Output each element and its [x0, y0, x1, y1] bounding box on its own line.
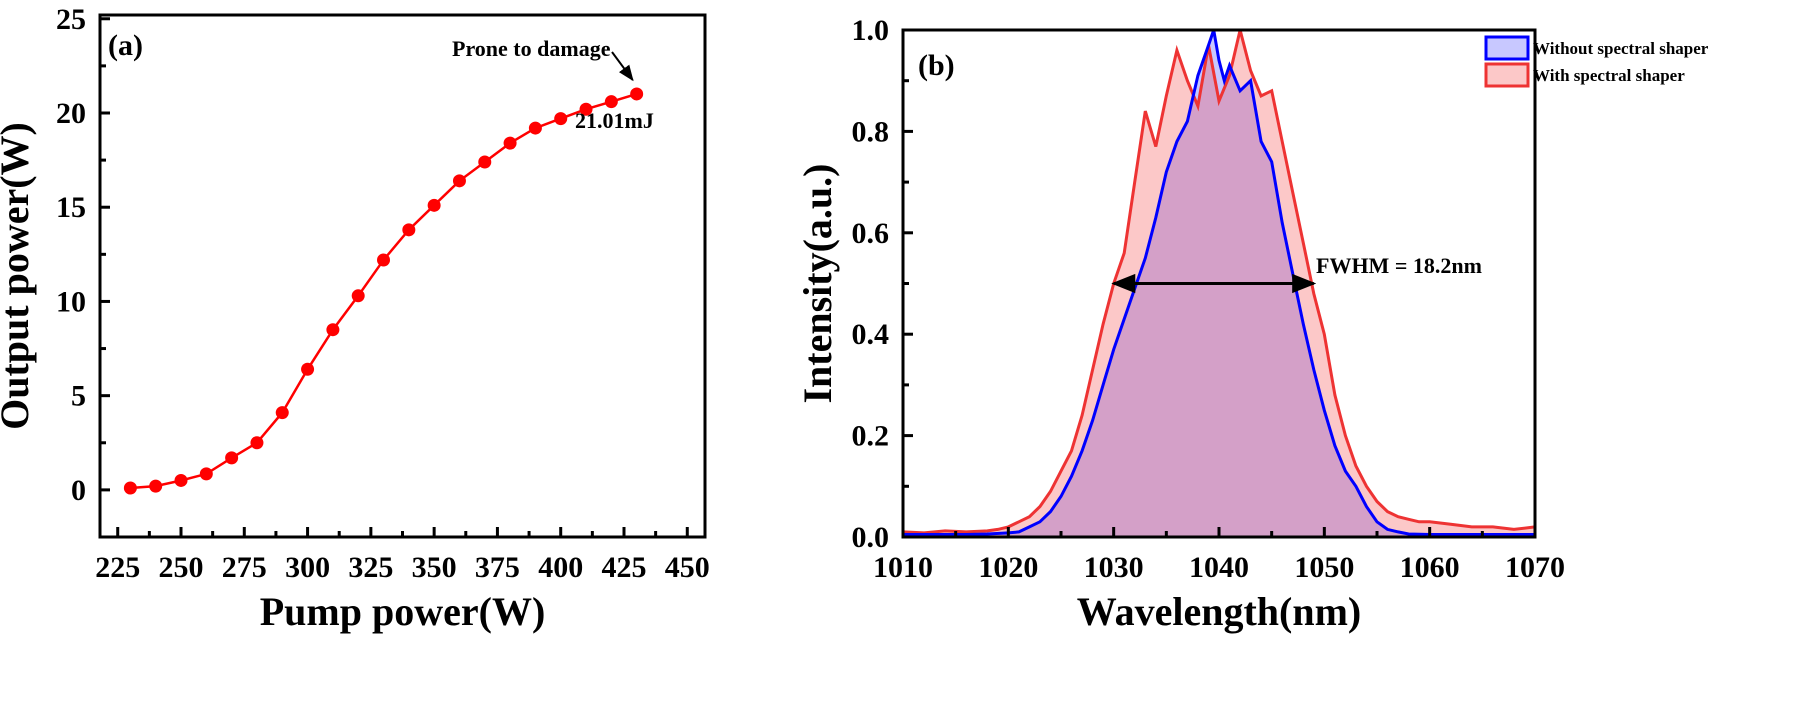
data-point	[503, 136, 517, 150]
x-tick-label: 325	[348, 551, 393, 584]
y-tick-label: 20	[56, 97, 86, 130]
series-line-with-shaper	[903, 30, 1535, 535]
x-tick-label: 1070	[1505, 551, 1565, 584]
data-point	[275, 406, 289, 420]
data-point	[225, 451, 239, 465]
panel-label: (b)	[918, 49, 955, 82]
x-tick-label: 1020	[978, 551, 1038, 584]
legend-label: Without spectral shaper	[1533, 39, 1709, 58]
x-tick-label: 350	[412, 551, 457, 584]
y-tick-label: 1.0	[852, 14, 890, 47]
data-point	[250, 436, 264, 450]
x-tick-label: 450	[665, 551, 710, 584]
data-point	[351, 289, 365, 303]
y-tick-label: 0.0	[852, 521, 890, 554]
data-point	[326, 323, 340, 337]
y-tick-label: 0.8	[852, 115, 890, 148]
series-line-without-shaper	[903, 30, 1535, 536]
x-tick-label: 275	[222, 551, 267, 584]
annotation-last-value: 21.01mJ	[575, 108, 654, 133]
panel-a-output-power: 225 250 275 300 325 350 375 400 425 450 0 5 10 15 20 25…	[0, 3, 710, 634]
data-point	[604, 95, 618, 109]
panel-b-spectrum: 1010 1020 1030 1040 1050 1060 1070 0.0 0.2 0.4 0.6…	[795, 14, 1709, 634]
series-line	[130, 92, 638, 490]
x-axis-label: Pump power(W)	[260, 589, 546, 634]
x-tick-label: 425	[601, 551, 646, 584]
x-tick-label: 1050	[1294, 551, 1354, 584]
x-tick-label: 300	[285, 551, 330, 584]
data-point	[579, 102, 593, 116]
y-tick-label: 0.2	[852, 420, 890, 453]
legend-swatch	[1484, 35, 1530, 61]
y-tick-label: 25	[56, 3, 86, 36]
legend-swatch	[1484, 62, 1530, 88]
data-point	[478, 155, 492, 169]
data-point	[377, 253, 391, 267]
x-tick-label: 1060	[1400, 551, 1460, 584]
data-point	[149, 479, 163, 493]
panel-label: (a)	[108, 29, 143, 62]
data-point	[427, 198, 441, 212]
data-point	[301, 362, 315, 376]
data-point	[452, 174, 466, 188]
data-point	[402, 223, 416, 237]
plot-frame	[98, 13, 707, 539]
y-tick-label: 0.6	[852, 217, 890, 250]
x-tick-label: 1010	[873, 551, 933, 584]
data-point	[174, 473, 188, 487]
data-point	[554, 112, 568, 126]
data-point	[199, 467, 213, 481]
y-tick-label: 15	[56, 191, 86, 224]
y-tick-label: 5	[71, 380, 86, 413]
annotation-damage: Prone to damage	[452, 36, 611, 61]
data-point	[123, 481, 137, 495]
x-tick-label: 1040	[1189, 551, 1249, 584]
x-tick-label: 375	[475, 551, 520, 584]
y-tick-label: 0.4	[852, 318, 890, 351]
data-point	[630, 87, 644, 101]
y-axis-label: Intensity(a.u.)	[795, 163, 840, 403]
legend-label: With spectral shaper	[1533, 66, 1685, 85]
x-tick-label: 1030	[1084, 551, 1144, 584]
y-tick-label: 0	[71, 474, 86, 507]
x-tick-label: 400	[538, 551, 583, 584]
annotation-arrow	[611, 51, 634, 82]
annotation-fwhm: FWHM = 18.2nm	[1316, 253, 1482, 278]
y-axis-label: Output power(W)	[0, 122, 37, 430]
y-tick-label: 10	[56, 285, 86, 318]
data-point	[528, 121, 542, 135]
x-tick-label: 225	[95, 551, 140, 584]
x-tick-label: 250	[159, 551, 204, 584]
x-axis-label: Wavelength(nm)	[1077, 589, 1361, 634]
